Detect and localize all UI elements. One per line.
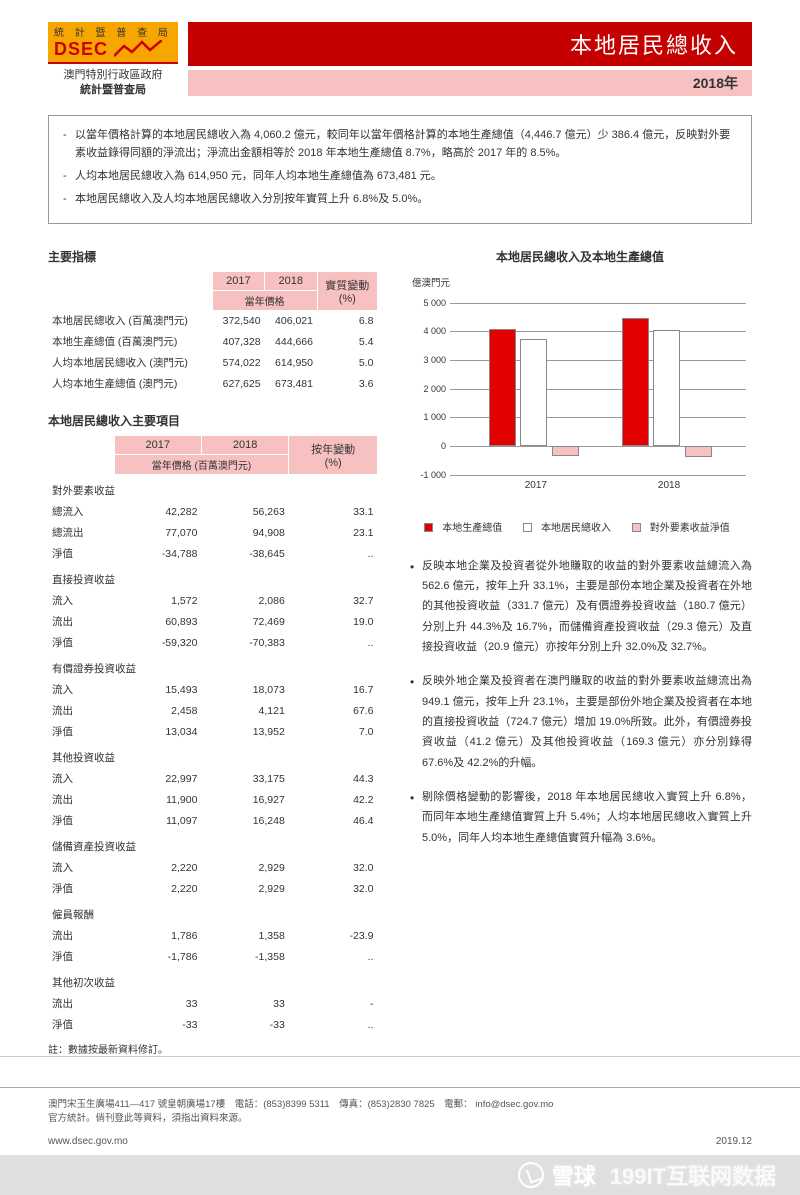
logo-block: 統 計 暨 普 查 局 DSEC 澳門特別行政區政府 統計暨普查局 [48, 22, 178, 99]
dsec-logo-text: DSEC [54, 39, 108, 60]
table-group-head: 其他投資收益 [48, 742, 378, 768]
page-title: 本地居民總收入 [188, 22, 752, 66]
bullet: 剔除價格變動的影響後，2018 年本地居民總收入實質上升 6.8%，而同年本地生… [408, 787, 752, 848]
dsec-zigzag-icon [114, 40, 162, 60]
legend-label: 對外要素收益淨值 [650, 519, 730, 534]
bar-gni [653, 330, 680, 446]
table-row: 流出1,7861,358-23.9 [48, 925, 378, 946]
y-tick-label: 3 000 [423, 355, 446, 365]
table-row: 淨值-34,788-38,645.. [48, 543, 378, 564]
bar-net [685, 446, 712, 457]
chart-title: 本地居民總收入及本地生產總值 [408, 248, 752, 265]
footer-address: 澳門宋玉生廣場411—417 號皇朝廣場17樓 電話：(853)8399 531… [48, 1096, 553, 1110]
table-row: 流入15,49318,07316.7 [48, 679, 378, 700]
footer-url: www.dsec.gov.mo [48, 1136, 128, 1147]
table-row: 淨值11,09716,24846.4 [48, 810, 378, 831]
table-row: 流出2,4584,12167.6 [48, 700, 378, 721]
table2-title: 本地居民總收入主要項目 [48, 412, 378, 429]
table-row: 淨值-59,320-70,383.. [48, 632, 378, 653]
y-tick-label: 0 [441, 441, 446, 451]
bar-group: 2018 [613, 303, 725, 475]
y-tick-label: 4 000 [423, 326, 446, 336]
table-row: 淨值-33-33.. [48, 1014, 378, 1035]
gov-line2: 統計暨普查局 [48, 83, 178, 98]
bar-gdp [489, 329, 516, 446]
table-row: 人均本地居民總收入 (澳門元)574,022614,9505.0 [48, 352, 378, 373]
bullet: 反映外地企業及投資者在澳門賺取的收益的對外要素收益總流出為 949.1 億元，按… [408, 671, 752, 773]
table-row: 流入2,2202,92932.0 [48, 857, 378, 878]
chart-y-unit: 億澳門元 [412, 275, 752, 289]
sub-price: 當年價格 (百萬澳門元) [114, 455, 289, 475]
bureau-text: 統 計 暨 普 查 局 [54, 24, 172, 39]
bar-group: 2017 [480, 303, 592, 475]
table-group-head: 其他初次收益 [48, 967, 378, 993]
table-row: 總流出77,07094,90823.1 [48, 522, 378, 543]
gov-line1: 澳門特別行政區政府 [48, 68, 178, 83]
watermark-source: 199IT互联网数据 [610, 1159, 776, 1191]
table-group-head: 有價證券投資收益 [48, 653, 378, 679]
table-row: 流出3333- [48, 993, 378, 1014]
table-row: 總流入42,28256,26333.1 [48, 501, 378, 522]
grid-line [450, 475, 746, 476]
bureau-label: 統 計 暨 普 查 局 DSEC [48, 22, 178, 64]
bar-net [552, 446, 579, 456]
col-change: 實質變動 (%) [317, 271, 378, 310]
y-tick-label: 2 000 [423, 384, 446, 394]
y-tick-label: -1 000 [420, 470, 446, 480]
table-group-head: 儲備資產投資收益 [48, 831, 378, 857]
y-tick-label: 5 000 [423, 298, 446, 308]
legend-swatch-gdp [424, 523, 433, 532]
table-group-head: 對外要素收益 [48, 475, 378, 502]
gov-label: 澳門特別行政區政府 統計暨普查局 [48, 68, 178, 99]
col-2018: 2018 [201, 436, 288, 455]
summary-item: 人均本地居民總收入為 614,950 元，同年人均本地生產總值為 673,481… [63, 167, 737, 186]
table-row: 淨值-1,786-1,358.. [48, 946, 378, 967]
watermark: 雪球 199IT互联网数据 [0, 1155, 800, 1195]
legend-swatch-net [632, 523, 641, 532]
table-row: 流出11,90016,92742.2 [48, 789, 378, 810]
col-change: 按年變動 (%) [289, 436, 378, 475]
table-components: 2017 2018 按年變動 (%) 當年價格 (百萬澳門元) 對外要素收益總流… [48, 435, 378, 1035]
header: 統 計 暨 普 查 局 DSEC 澳門特別行政區政府 統計暨普查局 本地居民總收… [48, 22, 752, 99]
table-row: 淨值13,03413,9527.0 [48, 721, 378, 742]
table-row: 流入1,5722,08632.7 [48, 590, 378, 611]
table-group-head: 直接投資收益 [48, 564, 378, 590]
table-row: 本地居民總收入 (百萬澳門元)372,540406,0216.8 [48, 310, 378, 331]
table1-title: 主要指標 [48, 248, 378, 265]
watermark-logo-icon [518, 1162, 544, 1188]
legend-label: 本地居民總收入 [541, 519, 611, 534]
col-2017: 2017 [114, 436, 201, 455]
table-group-head: 僱員報酬 [48, 899, 378, 925]
footer: 澳門宋玉生廣場411—417 號皇朝廣場17樓 電話：(853)8399 531… [0, 1087, 800, 1136]
bar-gdp [622, 318, 649, 445]
chart-legend: 本地生產總值 本地居民總收入 對外要素收益淨值 [408, 519, 752, 534]
y-tick-label: 1 000 [423, 412, 446, 422]
bar-chart: 5 0004 0003 0002 0001 0000-1 000 2017201… [408, 295, 752, 495]
table-row: 流入22,99733,17544.3 [48, 768, 378, 789]
x-axis-label: 2018 [613, 480, 725, 491]
table-key-indicators: 2017 2018 實質變動 (%) 當年價格 本地居民總收入 (百萬澳門元)3… [48, 271, 378, 395]
watermark-brand: 雪球 [552, 1159, 596, 1191]
table-note: 註：數據按最新資料修訂。 [48, 1041, 378, 1056]
col-2017: 2017 [212, 271, 264, 290]
footer-date: 2019.12 [716, 1136, 752, 1147]
table-row: 淨值2,2202,92932.0 [48, 878, 378, 899]
table-row: 人均本地生產總值 (澳門元)627,625673,4813.6 [48, 373, 378, 394]
summary-item: 本地居民總收入及人均本地居民總收入分別按年實質上升 6.8%及 5.0%。 [63, 190, 737, 209]
summary-box: 以當年價格計算的本地居民總收入為 4,060.2 億元，較同年以當年價格計算的本… [48, 115, 752, 224]
sub-price: 當年價格 [212, 290, 317, 310]
table-row: 本地生產總值 (百萬澳門元)407,328444,6665.4 [48, 331, 378, 352]
col-2018: 2018 [265, 271, 317, 290]
bullet: 反映本地企業及投資者從外地賺取的收益的對外要素收益總流入為 562.6 億元，按… [408, 556, 752, 658]
x-axis-label: 2017 [480, 480, 592, 491]
legend-swatch-gni [523, 523, 532, 532]
analysis-bullets: 反映本地企業及投資者從外地賺取的收益的對外要素收益總流入為 562.6 億元，按… [408, 556, 752, 848]
page-year: 2018年 [188, 70, 752, 96]
summary-item: 以當年價格計算的本地居民總收入為 4,060.2 億元，較同年以當年價格計算的本… [63, 126, 737, 163]
bar-gni [520, 339, 547, 446]
legend-label: 本地生產總值 [442, 519, 502, 534]
table-row: 流出60,89372,46919.0 [48, 611, 378, 632]
footer-note: 官方統計。倘刊登此等資料，須指出資料來源。 [48, 1110, 553, 1124]
